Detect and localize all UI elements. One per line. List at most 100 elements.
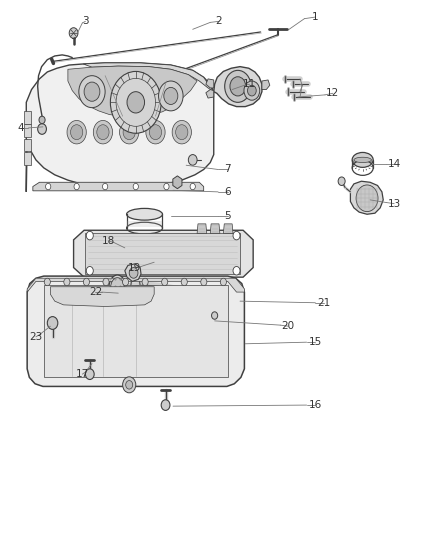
Polygon shape xyxy=(210,224,220,233)
Text: 18: 18 xyxy=(102,236,115,246)
Circle shape xyxy=(103,278,109,286)
Text: 11: 11 xyxy=(243,79,256,89)
Polygon shape xyxy=(27,278,244,292)
Polygon shape xyxy=(197,224,207,233)
Circle shape xyxy=(244,81,260,100)
Text: 4: 4 xyxy=(18,123,25,133)
Circle shape xyxy=(164,87,178,104)
Polygon shape xyxy=(74,230,253,277)
Circle shape xyxy=(338,177,345,185)
Circle shape xyxy=(123,125,135,140)
Circle shape xyxy=(85,369,94,379)
Ellipse shape xyxy=(110,278,124,300)
Circle shape xyxy=(201,278,207,286)
Polygon shape xyxy=(44,285,228,377)
Circle shape xyxy=(79,76,105,108)
Circle shape xyxy=(181,278,187,286)
Circle shape xyxy=(71,125,83,140)
Polygon shape xyxy=(214,67,262,107)
Circle shape xyxy=(127,92,145,113)
Text: 15: 15 xyxy=(309,337,322,347)
Text: 2: 2 xyxy=(215,17,223,26)
Circle shape xyxy=(67,120,86,144)
Circle shape xyxy=(46,183,51,190)
Text: 17: 17 xyxy=(76,369,89,379)
Circle shape xyxy=(39,116,45,124)
Circle shape xyxy=(93,120,113,144)
Circle shape xyxy=(123,377,136,393)
Circle shape xyxy=(69,28,78,38)
Text: 3: 3 xyxy=(82,17,89,26)
Circle shape xyxy=(126,381,133,389)
Polygon shape xyxy=(173,176,182,189)
Circle shape xyxy=(146,120,165,144)
Text: 22: 22 xyxy=(89,287,102,297)
Circle shape xyxy=(44,278,50,286)
Circle shape xyxy=(356,185,378,212)
Circle shape xyxy=(83,278,89,286)
Circle shape xyxy=(133,183,138,190)
Ellipse shape xyxy=(354,157,371,163)
Text: 19: 19 xyxy=(128,263,141,272)
Text: 1: 1 xyxy=(312,12,319,22)
Circle shape xyxy=(159,81,183,111)
Circle shape xyxy=(176,125,188,140)
Circle shape xyxy=(97,125,109,140)
FancyBboxPatch shape xyxy=(24,139,31,151)
Circle shape xyxy=(38,124,46,134)
Circle shape xyxy=(190,183,195,190)
Polygon shape xyxy=(26,63,214,192)
Circle shape xyxy=(110,71,161,133)
Circle shape xyxy=(247,85,256,96)
Circle shape xyxy=(162,278,168,286)
Circle shape xyxy=(86,266,93,275)
Polygon shape xyxy=(206,90,214,98)
Circle shape xyxy=(86,231,93,240)
Polygon shape xyxy=(50,287,154,306)
Circle shape xyxy=(220,278,226,286)
Circle shape xyxy=(120,120,139,144)
Text: 16: 16 xyxy=(309,400,322,410)
FancyBboxPatch shape xyxy=(24,152,31,165)
Circle shape xyxy=(172,120,191,144)
FancyBboxPatch shape xyxy=(24,124,31,137)
Text: 21: 21 xyxy=(318,298,331,308)
Polygon shape xyxy=(125,264,141,281)
Circle shape xyxy=(74,183,79,190)
Polygon shape xyxy=(27,276,244,386)
Circle shape xyxy=(47,317,58,329)
Text: 6: 6 xyxy=(224,187,231,197)
Polygon shape xyxy=(206,79,214,88)
Circle shape xyxy=(84,82,100,101)
Polygon shape xyxy=(68,66,197,116)
Circle shape xyxy=(233,231,240,240)
Circle shape xyxy=(102,183,108,190)
Ellipse shape xyxy=(127,208,162,220)
Circle shape xyxy=(230,77,246,96)
Polygon shape xyxy=(223,224,233,233)
Circle shape xyxy=(188,155,197,165)
Text: 5: 5 xyxy=(224,211,231,221)
Circle shape xyxy=(212,312,218,319)
Polygon shape xyxy=(85,233,240,274)
Circle shape xyxy=(225,70,251,102)
Text: 23: 23 xyxy=(29,332,42,342)
Text: 20: 20 xyxy=(282,321,295,331)
Ellipse shape xyxy=(352,152,373,167)
Polygon shape xyxy=(350,181,383,214)
Polygon shape xyxy=(262,80,270,90)
Text: 14: 14 xyxy=(388,159,401,169)
Circle shape xyxy=(161,400,170,410)
FancyBboxPatch shape xyxy=(24,111,31,124)
Circle shape xyxy=(64,278,70,286)
Circle shape xyxy=(123,278,129,286)
Ellipse shape xyxy=(109,275,126,303)
Polygon shape xyxy=(33,182,204,191)
Text: 13: 13 xyxy=(388,199,401,208)
Text: 12: 12 xyxy=(326,88,339,98)
Text: 7: 7 xyxy=(224,165,231,174)
Circle shape xyxy=(233,266,240,275)
Polygon shape xyxy=(83,63,214,92)
Circle shape xyxy=(142,278,148,286)
Circle shape xyxy=(149,125,162,140)
